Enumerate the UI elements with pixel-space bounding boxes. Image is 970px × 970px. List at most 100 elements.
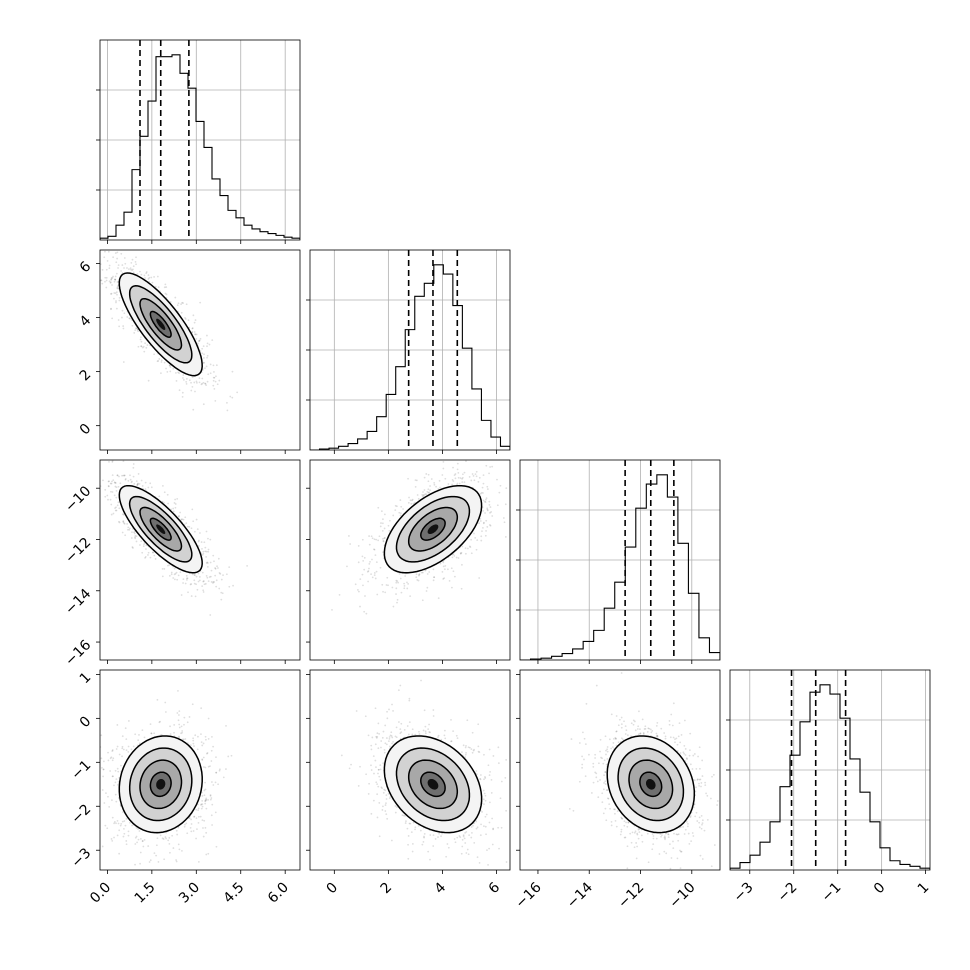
- scatter-point: [484, 512, 486, 514]
- scatter-point: [121, 513, 124, 516]
- scatter-point: [190, 823, 193, 825]
- scatter-point: [168, 564, 171, 566]
- scatter-point: [472, 475, 475, 477]
- scatter-point: [403, 582, 406, 585]
- scatter-point: [110, 482, 113, 485]
- scatter-point: [144, 556, 146, 559]
- scatter-point: [134, 260, 137, 263]
- scatter-point: [214, 567, 216, 569]
- scatter-point: [139, 851, 142, 854]
- scatter-point: [123, 257, 126, 259]
- scatter-point: [381, 522, 384, 525]
- scatter-point: [228, 566, 231, 569]
- scatter-point: [101, 282, 104, 285]
- scatter-point: [173, 731, 175, 734]
- scatter-point: [169, 733, 172, 735]
- scatter-point: [178, 726, 181, 729]
- scatter-point: [424, 569, 427, 572]
- scatter-point: [210, 797, 213, 799]
- scatter-point: [175, 379, 178, 382]
- scatter-point: [187, 319, 190, 322]
- scatter-point: [486, 485, 489, 488]
- scatter-point: [364, 595, 366, 597]
- scatter-point: [117, 287, 120, 290]
- scatter-point: [96, 503, 98, 505]
- scatter-point: [111, 284, 113, 286]
- scatter-point: [195, 333, 198, 336]
- scatter-point: [395, 587, 398, 590]
- scatter-point: [205, 556, 208, 558]
- scatter-point: [204, 550, 207, 553]
- scatter-point: [116, 474, 119, 477]
- scatter-point: [383, 527, 386, 530]
- scatter-point: [215, 771, 218, 774]
- scatter-point: [189, 583, 192, 586]
- scatter-point: [178, 736, 180, 739]
- scatter-point: [202, 756, 205, 759]
- scatter-point: [133, 531, 135, 534]
- scatter-point: [489, 466, 492, 468]
- scatter-point: [198, 579, 201, 582]
- scatter-point: [198, 377, 201, 379]
- scatter-point: [383, 513, 386, 516]
- contour-2: [128, 285, 193, 364]
- scatter-point: [165, 286, 168, 288]
- scatter-point: [196, 381, 198, 384]
- scatter-point: [182, 518, 185, 521]
- scatter-point: [193, 579, 196, 582]
- scatter-point: [476, 539, 479, 542]
- scatter-point: [361, 573, 364, 576]
- scatter-point: [194, 595, 197, 598]
- scatter-point: [113, 822, 116, 825]
- scatter-point: [209, 538, 212, 541]
- scatter-point: [197, 572, 200, 575]
- scatter-point: [403, 587, 406, 590]
- scatter-point: [433, 483, 436, 486]
- scatter-point: [199, 301, 202, 304]
- scatter-point: [207, 537, 209, 540]
- scatter-point: [181, 301, 183, 304]
- scatter-point: [185, 577, 188, 580]
- scatter-point: [214, 781, 217, 784]
- scatter-point: [164, 711, 167, 713]
- density-panel-1-0: [99, 247, 301, 451]
- scatter-point: [430, 478, 433, 480]
- scatter-point: [376, 593, 379, 596]
- scatter-point: [204, 802, 207, 805]
- scatter-point: [450, 567, 453, 570]
- contour-3: [118, 272, 203, 377]
- scatter-point: [107, 480, 110, 483]
- scatter-point: [458, 482, 461, 485]
- scatter-point: [121, 264, 124, 266]
- scatter-point: [182, 377, 184, 379]
- scatter-point: [133, 482, 136, 485]
- scatter-point: [369, 561, 371, 563]
- scatter-point: [136, 328, 139, 331]
- contour-0: [149, 517, 172, 541]
- scatter-point: [382, 539, 385, 542]
- scatter-point: [215, 375, 217, 378]
- scatter-point: [368, 562, 371, 565]
- scatter-point: [129, 267, 132, 270]
- scatter-point: [385, 584, 388, 586]
- scatter-point: [483, 444, 485, 446]
- scatter-point: [489, 524, 491, 526]
- scatter-point: [459, 552, 462, 555]
- scatter-point: [110, 503, 113, 506]
- histogram-1: [310, 264, 510, 450]
- scatter-point: [190, 583, 193, 585]
- scatter-point: [196, 748, 199, 751]
- histogram-2: [520, 474, 720, 660]
- scatter-point: [123, 312, 126, 315]
- scatter-point: [191, 573, 194, 576]
- scatter-point: [132, 463, 135, 465]
- scatter-point: [195, 337, 198, 340]
- scatter-point: [212, 745, 215, 748]
- scatter-point: [444, 564, 447, 567]
- histogram-panel-3: [726, 669, 931, 871]
- scatter-point: [131, 546, 134, 548]
- scatter-point: [408, 496, 410, 499]
- scatter-point: [141, 485, 144, 487]
- scatter-point: [103, 247, 105, 249]
- scatter-point: [452, 466, 454, 469]
